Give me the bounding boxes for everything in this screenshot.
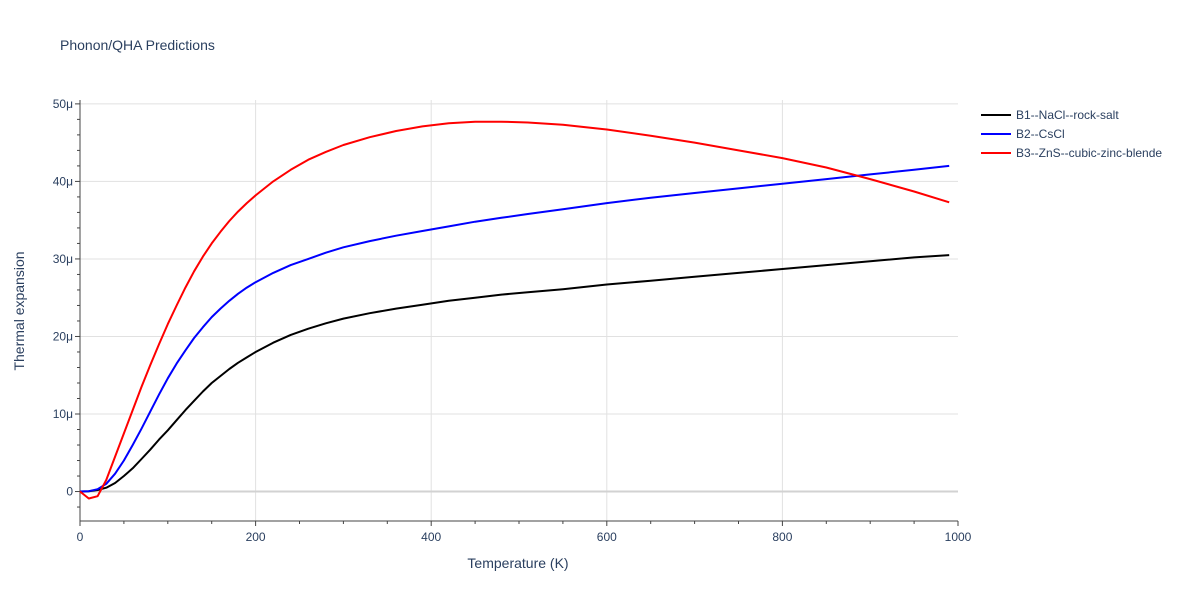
- legend: B1--NaCl--rock-salt B2--CsCl B3--ZnS--cubi…: [981, 108, 1162, 160]
- series-line-2: [79, 164, 950, 493]
- legend-item: B3--ZnS--cubic-zinc-blende: [981, 146, 1162, 160]
- series-layer: [79, 120, 950, 500]
- y-tick-label: 20μ: [53, 329, 73, 343]
- x-tick-label: 800: [772, 530, 792, 544]
- series-line-3: [79, 120, 950, 500]
- y-tick-label: 0: [66, 485, 73, 499]
- legend-label: B1--NaCl--rock-salt: [1016, 108, 1119, 122]
- x-tick-label: 200: [246, 530, 266, 544]
- x-tick-label: 400: [421, 530, 441, 544]
- series-line-1: [79, 254, 950, 493]
- legend-item: B2--CsCl: [981, 127, 1065, 141]
- axis-layer: 0 200 400 600 800 1000 0 10μ 20μ 30μ 40μ 50μ: [53, 97, 972, 544]
- legend-item: B1--NaCl--rock-salt: [981, 108, 1119, 122]
- legend-label: B2--CsCl: [1016, 127, 1065, 141]
- y-tick-label: 40μ: [53, 174, 73, 188]
- x-tick-label: 600: [597, 530, 617, 544]
- x-tick-label: 0: [77, 530, 84, 544]
- y-axis-title: Thermal expansion: [11, 251, 27, 370]
- x-axis-title: Temperature (K): [467, 555, 568, 571]
- x-tick-label: 1000: [945, 530, 972, 544]
- y-tick-label: 30μ: [53, 252, 73, 266]
- legend-label: B3--ZnS--cubic-zinc-blende: [1016, 146, 1162, 160]
- grid-layer: [80, 100, 958, 521]
- y-tick-label: 10μ: [53, 407, 73, 421]
- chart-title: Phonon/QHA Predictions: [60, 37, 215, 53]
- y-tick-label: 50μ: [53, 97, 73, 111]
